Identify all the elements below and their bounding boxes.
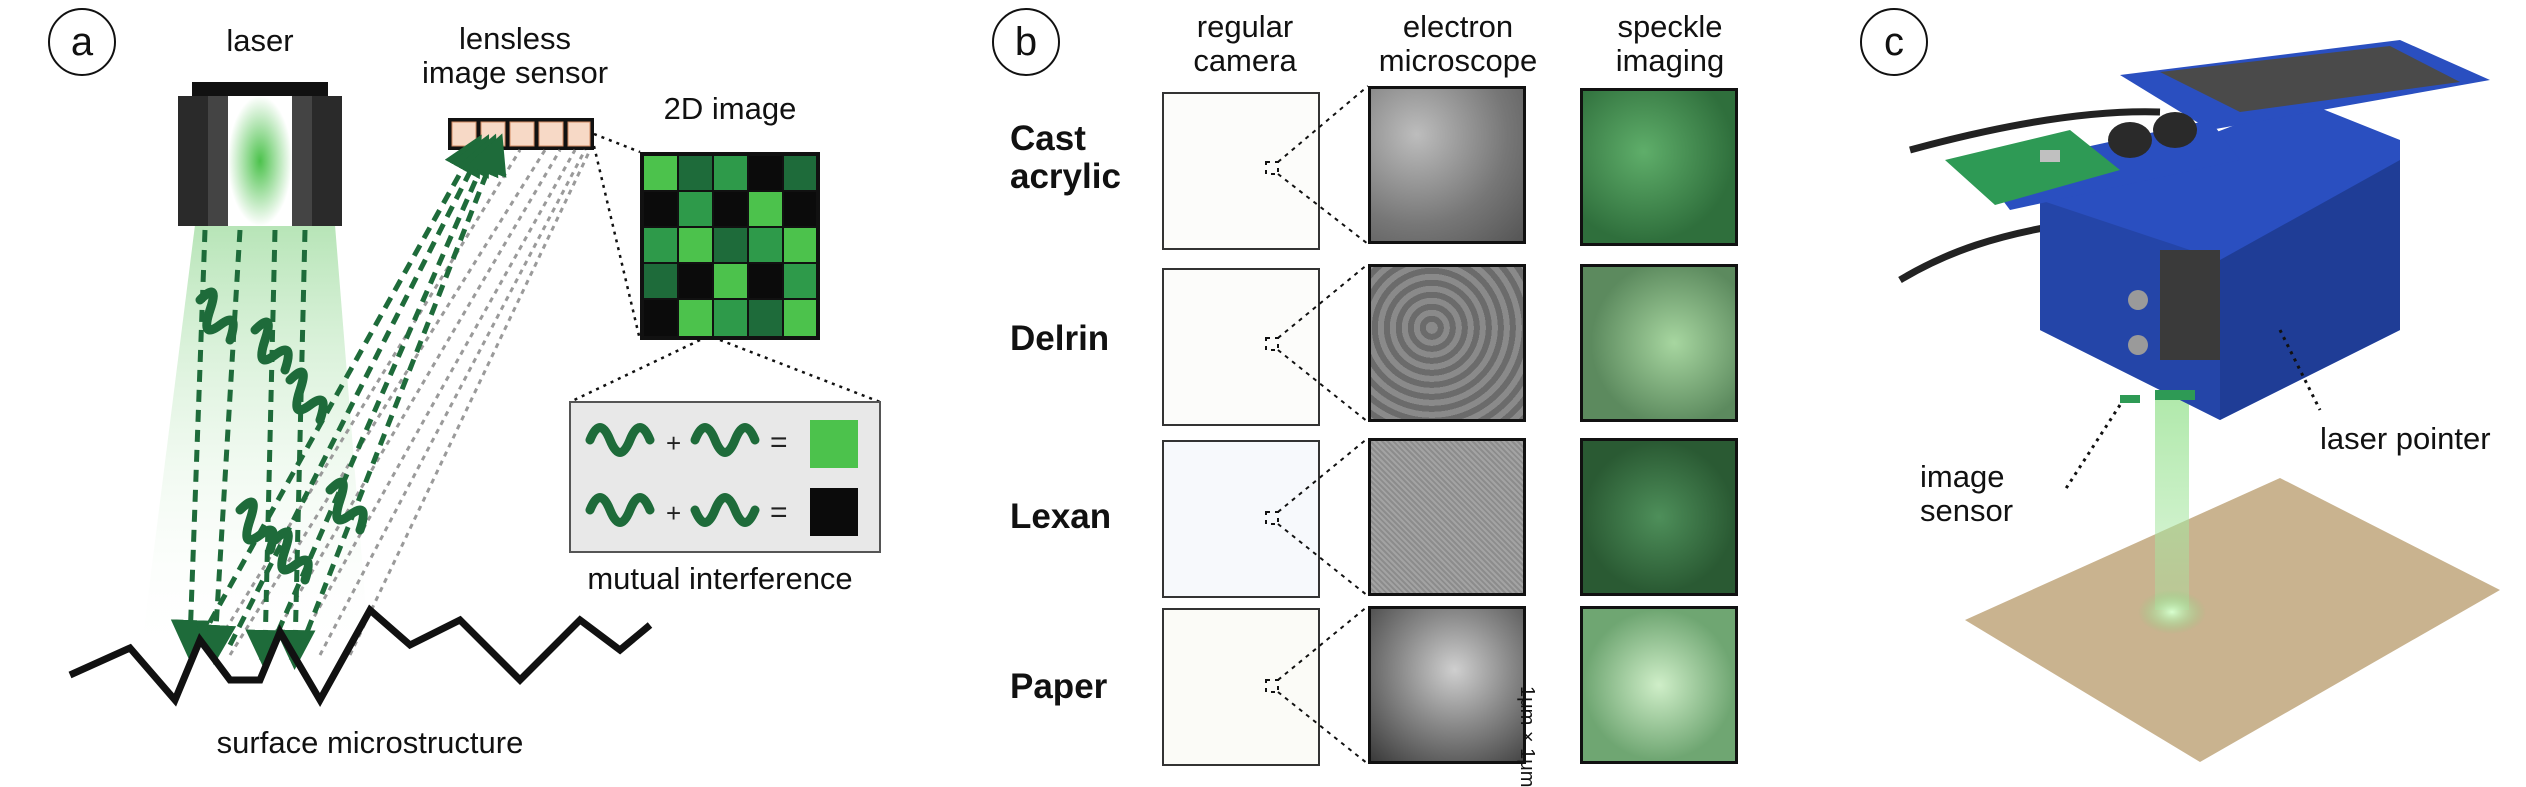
laser-spot: [2138, 590, 2206, 634]
image-label: 2D image: [663, 91, 797, 126]
cable-icon: [1898, 221, 2061, 284]
image-sensor-label: image sensor: [1920, 459, 2014, 528]
sem-thumb-paper: [1368, 606, 1526, 764]
wave-icon: [690, 423, 760, 457]
panel-a-drawing: + = + =: [68, 82, 881, 708]
speckle-thumb-paper: [1580, 606, 1738, 764]
screen-icon: [2160, 46, 2460, 112]
surface-profile: [68, 604, 653, 708]
laser-pointer-callout: [2278, 329, 2322, 411]
panel-c-letter: c: [1860, 8, 1928, 76]
row-label-lexan: Lexan: [1010, 497, 1112, 536]
panel-b-letter: b: [992, 8, 1060, 76]
sem-thumb-lexan: [1368, 438, 1526, 596]
speckle-thumb-lexan: [1580, 438, 1738, 596]
image-to-box-guide: [569, 338, 881, 404]
plus-sign: +: [666, 498, 681, 528]
laser-pointer-beam: [2155, 390, 2189, 610]
cable-icon: [1909, 108, 2161, 154]
surface-label: surface microstructure: [216, 725, 524, 760]
panel-c: c: [1600, 0, 2526, 765]
wave-icon: [690, 493, 760, 527]
equals-sign: =: [770, 496, 788, 529]
wave-icon: [585, 423, 655, 457]
plus-sign: +: [666, 428, 681, 458]
row-label-delrin: Delrin: [1010, 319, 1110, 358]
camera-thumb-cast-acrylic: [1162, 92, 1320, 250]
sensor-to-image-guide: [592, 132, 642, 341]
column-header-speckle-imaging: speckle imaging: [1615, 9, 1725, 78]
wave-squiggles: [195, 287, 368, 585]
device-render: [1898, 40, 2500, 762]
row-label-paper: Paper: [1010, 667, 1108, 706]
speckle-grid-icon: [640, 152, 820, 340]
scattered-rays: [208, 149, 592, 661]
scale-label: 1μm × 1μm: [1516, 686, 1538, 787]
wave-icon: [585, 493, 655, 527]
speckle-thumb-delrin: [1580, 264, 1738, 422]
panel-a-letter: a: [48, 8, 116, 76]
sensor-label: lensless image sensor: [421, 21, 609, 90]
laser-label: laser: [226, 23, 294, 58]
zoom-guides: [1265, 85, 1369, 765]
laser-beam-cone: [140, 225, 370, 660]
sem-thumb-cast-acrylic: [1368, 86, 1526, 244]
equals-sign: =: [770, 426, 788, 459]
camera-thumb-delrin: [1162, 268, 1320, 426]
row-label-cast-acrylic: Cast acrylic: [1010, 119, 1121, 196]
panel-a: a laser lensless image sensor 2D image m…: [0, 0, 1000, 765]
sand-surface: [1965, 478, 2500, 762]
result-bright-swatch: [810, 420, 858, 468]
panel-b: b regular camera electron microscope Cas…: [980, 0, 1738, 787]
interference-label: mutual interference: [587, 561, 853, 596]
speckle-thumb-cast-acrylic: [1580, 88, 1738, 246]
column-header-electron-microscope: electron microscope: [1378, 9, 1538, 78]
pcb-board: [1945, 130, 2120, 205]
interference-box: + = + =: [569, 401, 881, 553]
sensor-icon: [448, 118, 594, 150]
laser-pointer-label: laser pointer: [2320, 421, 2491, 456]
image-sensor-callout: [2063, 404, 2122, 491]
column-header-regular-camera: regular camera: [1193, 9, 1297, 78]
laser-icon: [178, 82, 342, 226]
result-dark-swatch: [810, 488, 858, 536]
camera-thumb-lexan: [1162, 440, 1320, 598]
sem-thumb-delrin: [1368, 264, 1526, 422]
